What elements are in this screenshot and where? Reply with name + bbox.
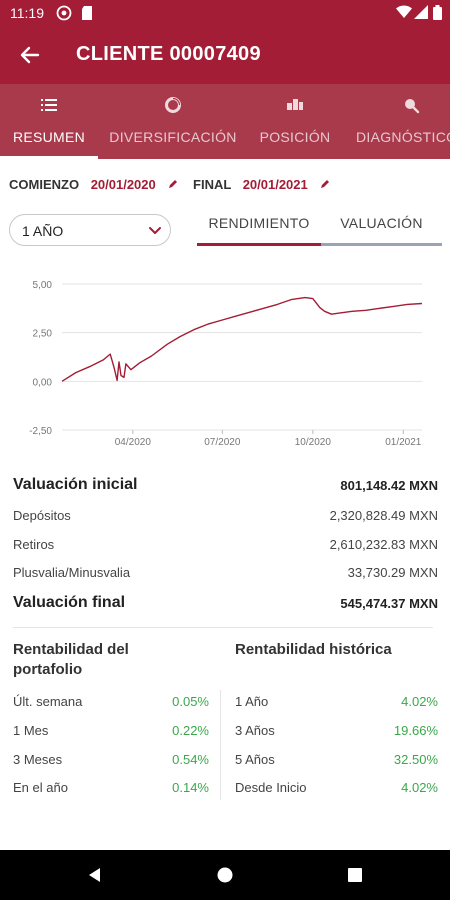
page-title: CLIENTE 00007409: [76, 43, 261, 65]
wifi-icon: [396, 5, 412, 22]
y-tick-label: -2,50: [29, 426, 52, 437]
valuacion-final-label: Valuación final: [13, 594, 126, 611]
depositos-label: Depósitos: [13, 508, 71, 523]
segment-active-indicator: [197, 243, 321, 246]
row-value: 0.22%: [172, 723, 209, 738]
performance-chart: 5,00 2,50 0,00 -2,50 04/2020 07/2020 10/2020 01…: [29, 280, 423, 448]
tab-label: POSICIÓN: [259, 129, 331, 145]
signal-icon: [414, 5, 428, 22]
retiros-value: 2,610,232.83 MXN: [329, 537, 438, 552]
plusvalia-value: 33,730.29 MXN: [347, 565, 438, 580]
summary-row-plusvalia: Plusvalia/Minusvalia 33,730.29 MXN: [13, 565, 438, 587]
x-tick-label: 01/2021: [385, 437, 422, 448]
tab-label: RESUMEN: [12, 129, 86, 145]
tab-diagnostico[interactable]: DIAGNÓSTICO: [352, 84, 450, 159]
edit-start-date-icon[interactable]: [167, 178, 179, 190]
status-time: 11:19: [10, 5, 44, 21]
tab-label: DIVERSIFICACIÓN: [109, 129, 237, 145]
status-bar: 11:19: [0, 0, 450, 26]
segment-valuacion[interactable]: VALUACIÓN: [321, 212, 442, 246]
tab-resumen[interactable]: RESUMEN: [0, 84, 98, 159]
start-date-value[interactable]: 20/01/2020: [90, 177, 156, 192]
row-label: 5 Años: [235, 752, 275, 767]
rentabilidad-historica-title: Rentabilidad histórica: [235, 641, 392, 658]
row-label: 3 Años: [235, 723, 275, 738]
row-value: 4.02%: [401, 694, 438, 709]
summary-row-valuacion-final: Valuación final 545,474.37 MXN: [13, 594, 438, 616]
row-label: Desde Inicio: [235, 780, 307, 795]
x-tick-label: 07/2020: [204, 437, 241, 448]
segment-valuacion-label: VALUACIÓN: [340, 215, 423, 231]
sim-card-icon: [80, 5, 94, 24]
summary-row-retiros: Retiros 2,610,232.83 MXN: [13, 537, 438, 559]
back-arrow-icon[interactable]: [16, 41, 44, 69]
list-item: 3 Años 19.66%: [235, 723, 438, 743]
y-tick-label: 5,00: [33, 280, 53, 291]
performance-series-line: [61, 296, 423, 382]
list-item: 5 Años 32.50%: [235, 752, 438, 772]
app-bar: CLIENTE 00007409: [0, 26, 450, 84]
x-tick-label: 10/2020: [295, 437, 332, 448]
tab-bar: RESUMEN DIVERSIFICACIÓN POSICIÓN DIAGNÓS…: [0, 84, 450, 159]
list-item: 1 Año 4.02%: [235, 694, 438, 714]
at-notification-icon: [56, 5, 72, 24]
y-tick-label: 2,50: [33, 329, 53, 340]
row-label: 3 Meses: [13, 752, 63, 767]
valuacion-inicial-value: 801,148.42 MXN: [340, 478, 438, 493]
retiros-label: Retiros: [13, 537, 55, 552]
segment-rendimiento[interactable]: RENDIMIENTO: [197, 212, 321, 246]
row-value: 0.54%: [172, 752, 209, 767]
x-tick-label: 04/2020: [115, 437, 152, 448]
row-value: 0.14%: [172, 780, 209, 795]
list-item: 3 Meses 0.54%: [13, 752, 209, 772]
nav-back-icon[interactable]: [86, 866, 104, 884]
list-icon: [40, 96, 58, 114]
row-value: 4.02%: [401, 780, 438, 795]
magnifier-icon: [402, 96, 420, 114]
rentabilidad-portafolio-title: Rentabilidad del portafolio: [13, 641, 129, 678]
row-value: 0.05%: [172, 694, 209, 709]
list-item: 1 Mes 0.22%: [13, 723, 209, 743]
column-divider: [220, 690, 221, 800]
chevron-down-icon: [148, 223, 162, 237]
end-date-value[interactable]: 20/01/2021: [242, 177, 308, 192]
period-dropdown[interactable]: 1 AÑO: [9, 214, 171, 246]
summary-row-valuacion-inicial: Valuación inicial 801,148.42 MXN: [13, 476, 438, 498]
row-label: 1 Mes: [13, 723, 49, 738]
end-date-label: FINAL: [193, 177, 232, 192]
segment-inactive-indicator: [321, 243, 442, 246]
row-label: 1 Año: [235, 694, 269, 709]
list-item: Desde Inicio 4.02%: [235, 780, 438, 800]
edit-end-date-icon[interactable]: [319, 178, 331, 190]
depositos-value: 2,320,828.49 MXN: [329, 508, 438, 523]
system-nav-bar: [0, 850, 450, 900]
list-item: En el año 0.14%: [13, 780, 209, 800]
tab-label: DIAGNÓSTICO: [356, 129, 450, 145]
row-value: 32.50%: [393, 752, 438, 767]
valuacion-final-value: 545,474.37 MXN: [340, 596, 438, 611]
segment-rendimiento-label: RENDIMIENTO: [208, 215, 310, 231]
y-tick-label: 0,00: [33, 377, 53, 388]
tab-posicion[interactable]: POSICIÓN: [250, 84, 340, 159]
date-range: COMIENZO 20/01/2020 FINAL 20/01/2021: [9, 177, 341, 192]
nav-recents-icon[interactable]: [346, 866, 364, 884]
row-label: En el año: [13, 780, 68, 795]
battery-icon: [433, 5, 442, 23]
plusvalia-label: Plusvalia/Minusvalia: [13, 565, 131, 580]
donut-icon: [164, 96, 182, 114]
blocks-icon: [286, 96, 304, 114]
nav-home-icon[interactable]: [216, 866, 234, 884]
period-dropdown-value: 1 AÑO: [22, 223, 64, 239]
section-divider: [13, 627, 433, 628]
tab-diversificacion[interactable]: DIVERSIFICACIÓN: [102, 84, 244, 159]
row-value: 19.66%: [393, 723, 438, 738]
row-label: Últ. semana: [13, 694, 83, 709]
valuacion-inicial-label: Valuación inicial: [13, 476, 138, 493]
list-item: Últ. semana 0.05%: [13, 694, 209, 714]
summary-row-depositos: Depósitos 2,320,828.49 MXN: [13, 508, 438, 530]
active-tab-indicator: [0, 156, 98, 159]
start-date-label: COMIENZO: [9, 177, 80, 192]
